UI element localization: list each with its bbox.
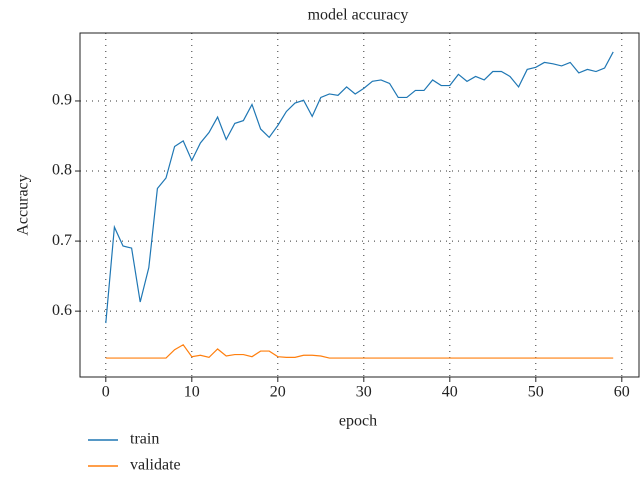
line-series (105, 343, 614, 359)
x-tick-label: 20 (270, 384, 286, 401)
y-tick-label: 0.7 (52, 232, 72, 249)
x-tick-label: 50 (528, 384, 544, 401)
x-tick-label: 60 (614, 384, 630, 401)
line-series (105, 51, 614, 324)
x-tick-label: 40 (442, 384, 458, 401)
legend-label: validate (130, 457, 181, 474)
plot-frame (79, 32, 640, 378)
y-tick-label: 0.8 (52, 162, 72, 179)
chart-title: model accuracy (308, 7, 409, 24)
x-tick-label: 0 (102, 384, 110, 401)
y-axis-label: Accuracy (15, 174, 32, 235)
x-tick-label: 30 (356, 384, 372, 401)
x-axis-label: epoch (339, 413, 377, 430)
x-tick-label: 10 (184, 384, 200, 401)
legend-label: train (130, 431, 159, 448)
y-tick-label: 0.6 (52, 302, 72, 319)
y-tick-label: 0.9 (52, 92, 72, 109)
